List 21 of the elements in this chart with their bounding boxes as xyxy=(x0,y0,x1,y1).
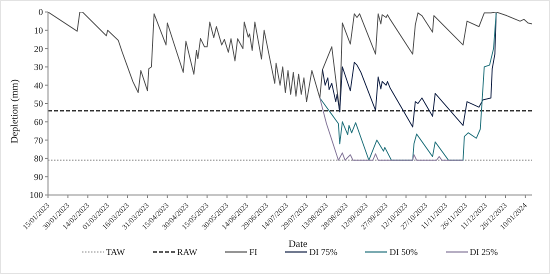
y-tick-label: 40 xyxy=(34,80,44,90)
y-tick-label: 20 xyxy=(34,44,44,54)
y-tick-label: 100 xyxy=(30,190,44,200)
y-tick-label: 50 xyxy=(34,98,44,109)
legend-label: DI 50% xyxy=(389,247,418,257)
y-tick-label: 60 xyxy=(34,116,44,127)
y-tick-label: 70 xyxy=(34,135,44,146)
y-tick-label: 90 xyxy=(34,172,44,182)
y-tick-label: 0 xyxy=(38,7,44,18)
legend-label: DI 25% xyxy=(470,247,498,257)
x-axis-title: Date xyxy=(288,239,308,250)
legend-label: FI xyxy=(249,247,258,257)
legend-label: DI 75% xyxy=(309,247,338,257)
y-axis-title: Depletion (mm) xyxy=(10,79,21,144)
line-series xyxy=(319,12,497,161)
line-series xyxy=(319,98,464,161)
y-tick-label: 80 xyxy=(34,154,44,164)
y-tick-label: 30 xyxy=(34,62,44,72)
legend-label: TAW xyxy=(106,247,126,257)
legend-label: RAW xyxy=(177,247,198,257)
y-tick-label: 10 xyxy=(34,25,44,36)
